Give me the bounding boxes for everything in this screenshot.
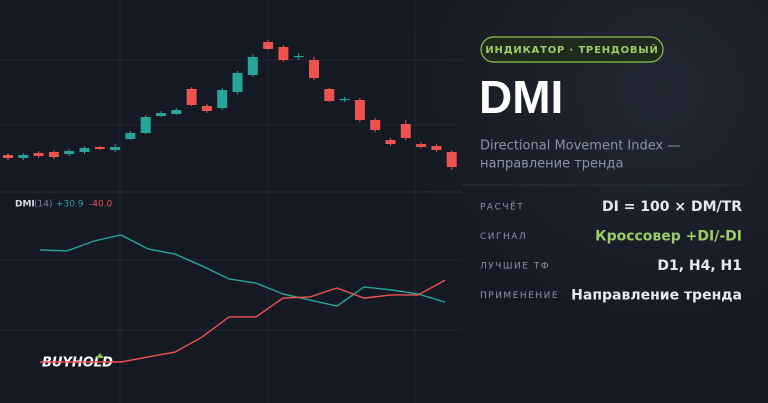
candle-body <box>324 89 335 101</box>
plus-di-label: +30.9 <box>56 200 84 210</box>
candle-body <box>247 57 258 75</box>
candle-body <box>18 155 29 158</box>
row-label: РАСЧЁТ <box>480 202 524 213</box>
candle-body <box>416 144 427 147</box>
minus-di-label: -40.0 <box>89 200 113 210</box>
candle-body <box>309 60 319 78</box>
candle-body <box>3 155 13 158</box>
row-value: Направление тренда <box>571 288 742 304</box>
candle-body <box>156 113 166 116</box>
candle-body <box>370 120 381 130</box>
di-line <box>40 279 446 363</box>
grid <box>0 0 462 403</box>
logo: BUYHOLD <box>42 353 113 371</box>
candle-body <box>110 147 121 150</box>
logo-text: BUYHOLD <box>42 356 113 371</box>
candle-body <box>446 152 457 167</box>
candle-body <box>278 47 289 60</box>
candle-body <box>293 56 304 58</box>
candle-body <box>186 89 197 105</box>
row-label: ЛУЧШИЕ ТФ <box>480 262 550 272</box>
subtitle-line: Directional Movement Index — <box>480 139 680 154</box>
badge <box>480 36 664 63</box>
indicator-period: (14) <box>34 200 52 210</box>
badge-text: ИНДИКАТОР · ТРЕНДОВЫЙ <box>485 43 658 56</box>
candle-body <box>217 90 228 108</box>
candle-body <box>232 73 243 92</box>
candle-body <box>385 140 396 144</box>
row-label: ПРИМЕНЕНИЕ <box>480 291 559 301</box>
row-label: СИГНАЛ <box>480 232 527 242</box>
candle-body <box>171 110 182 114</box>
indicator-name: DMI <box>15 200 35 210</box>
di-line <box>39 234 446 307</box>
candle-body <box>431 146 442 150</box>
candle-body <box>354 100 365 120</box>
candle-body <box>33 153 44 156</box>
candle-body <box>400 124 411 138</box>
candle-body <box>140 117 151 133</box>
candle-body <box>263 42 274 49</box>
candle-body <box>94 147 105 149</box>
row-value: DI = 100 × DM/TR <box>602 199 742 215</box>
candle-body <box>48 152 59 157</box>
candle-body <box>64 151 75 154</box>
candle-body <box>79 148 90 152</box>
subtitle-line: направление тренда <box>480 157 624 172</box>
row-value: Кроссовер +DI/-DI <box>595 229 742 245</box>
title: DMI <box>479 71 563 123</box>
candle-body <box>339 99 350 101</box>
row-value: D1, H4, H1 <box>657 258 742 274</box>
candle-body <box>125 133 136 139</box>
candle-body <box>201 106 212 111</box>
